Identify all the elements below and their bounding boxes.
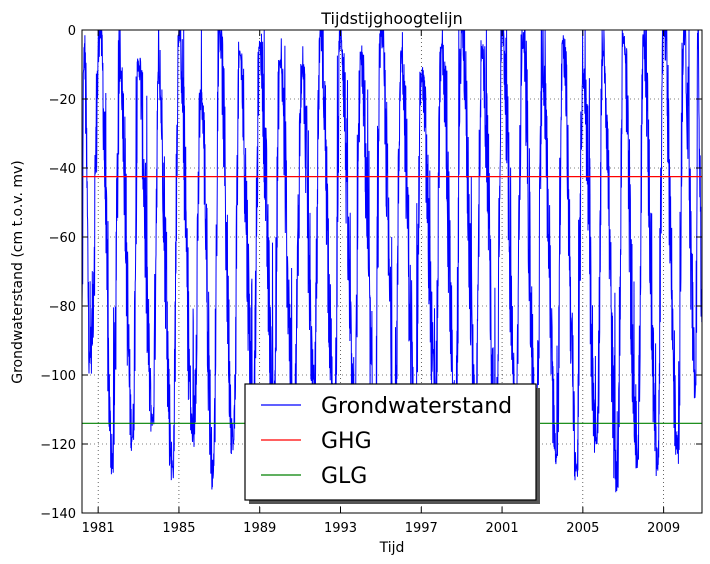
legend: Grondwaterstand GHG GLG [244,383,540,504]
x-tick-label: 1981 [82,521,115,536]
legend-box [244,383,537,501]
x-tick-label: 1997 [405,521,438,536]
plot-frame [81,29,703,514]
y-tick-label: −100 [40,369,76,384]
legend-label: GLG [321,464,367,489]
y-tick-label: −140 [40,507,76,522]
ticks [82,29,702,514]
x-tick-labels: 1981 1985 1989 1993 1997 2001 2005 2009 [82,521,681,536]
y-tick-label: −60 [49,231,76,246]
y-tick-label: 0 [68,24,76,39]
y-tick-label: −80 [49,300,76,315]
x-tick-label: 1985 [162,521,195,536]
series-line-grondwaterstand [82,30,702,493]
x-tick-label: 1989 [243,521,276,536]
chart-title: Tijdstijghoogtelijn [320,9,462,28]
y-axis-label: Grondwaterstand (cm t.o.v. mv) [10,160,26,384]
y-tick-labels: 0 −20 −40 −60 −80 −100 −120 −140 [40,24,76,522]
y-tick-label: −40 [49,162,76,177]
x-tick-label: 2005 [566,521,599,536]
legend-label: Grondwaterstand [321,394,512,419]
x-axis-label: Tijd [379,540,405,556]
y-tick-label: −20 [49,93,76,108]
x-tick-label: 2001 [486,521,519,536]
legend-label: GHG [321,429,372,454]
x-tick-label: 1993 [324,521,357,536]
x-tick-label: 2009 [647,521,680,536]
y-tick-label: −120 [40,438,76,453]
